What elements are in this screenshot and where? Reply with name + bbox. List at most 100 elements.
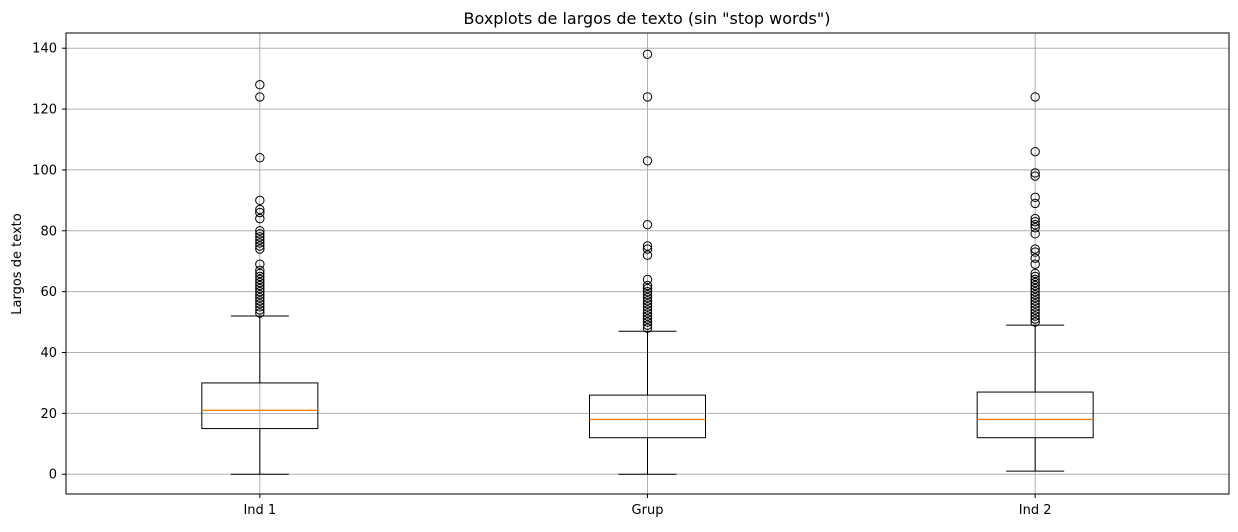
outlier-point: [642, 280, 653, 291]
outlier-point: [255, 305, 265, 315]
box-iqr: [976, 391, 1094, 439]
outlier-point: [1030, 268, 1040, 279]
outlier-point: [642, 305, 653, 315]
outlier-point: [642, 323, 653, 333]
outlier-point: [255, 271, 265, 282]
outlier-point: [642, 156, 653, 166]
box-iqr: [201, 382, 319, 430]
outlier-point: [255, 286, 265, 297]
outlier-point: [642, 250, 653, 260]
outlier-point: [642, 92, 653, 102]
outlier-point: [1030, 299, 1040, 309]
outlier-point: [1030, 171, 1040, 181]
outlier-point: [255, 283, 265, 294]
outlier-point: [642, 320, 653, 330]
outlier-point: [255, 229, 265, 239]
outlier-point: [255, 238, 265, 248]
outlier-point: [255, 204, 265, 215]
outlier-point: [255, 299, 265, 309]
outlier-point: [642, 317, 653, 327]
outlier-point: [1030, 286, 1040, 297]
outlier-point: [1030, 146, 1040, 157]
y-tick-label: 0: [49, 468, 57, 483]
outlier-point: [1030, 168, 1040, 178]
outlier-point: [255, 241, 265, 251]
y-tick-label: 140: [32, 42, 57, 57]
outlier-point: [255, 302, 265, 312]
outlier-point: [1030, 308, 1040, 318]
x-tick-label: Ind 1: [243, 503, 276, 518]
outlier-point: [642, 283, 653, 294]
outlier-point: [255, 195, 265, 206]
x-tick-label: Grup: [632, 503, 664, 518]
plot-frame: [65, 32, 1230, 495]
outlier-point: [1030, 192, 1040, 203]
outlier-point: [255, 213, 265, 224]
outlier-point: [255, 289, 265, 300]
outlier-point: [255, 280, 265, 291]
grid-lines: [66, 33, 1229, 494]
outlier-point: [255, 207, 265, 218]
y-tick-label: 80: [40, 224, 57, 239]
outlier-point: [255, 277, 265, 288]
box-layer: [201, 49, 1094, 475]
outlier-point: [642, 296, 653, 306]
x-tick-label: Ind 2: [1019, 503, 1052, 518]
outlier-point: [1030, 296, 1040, 306]
outlier-point: [1030, 317, 1040, 327]
outlier-point: [642, 308, 653, 318]
outlier-point: [1030, 198, 1040, 209]
y-tick-label: 40: [40, 346, 57, 361]
outlier-point: [255, 296, 265, 306]
y-tick-label: 20: [40, 407, 57, 422]
box-group-grup: [589, 49, 706, 475]
outlier-point: [1030, 213, 1040, 224]
outlier-point: [1030, 216, 1040, 227]
outlier-point: [1030, 92, 1040, 102]
outlier-point: [642, 314, 653, 324]
chart-title: Boxplots de largos de texto (sin "stop w…: [464, 9, 831, 28]
outlier-point: [255, 274, 265, 285]
axes: 0 20 40 60 80 100 120 140 Ind 1 Grup Ind 2: [32, 42, 1051, 518]
outlier-point: [1030, 271, 1040, 282]
outlier-point: [1030, 314, 1040, 324]
outlier-point: [255, 153, 265, 163]
outlier-point: [255, 92, 265, 102]
outlier-point: [1030, 305, 1040, 315]
outlier-point: [642, 274, 653, 285]
outlier-point: [642, 244, 653, 254]
outlier-point: [1030, 302, 1040, 312]
y-tick-label: 120: [32, 103, 57, 118]
outlier-point: [1030, 289, 1040, 300]
outlier-point: [255, 226, 265, 236]
y-axis-label: Largos de texto: [10, 213, 25, 314]
y-tick-label: 60: [40, 285, 57, 300]
outlier-point: [642, 302, 653, 312]
outlier-point: [642, 311, 653, 321]
outlier-point: [642, 293, 653, 303]
outlier-point: [1030, 259, 1040, 269]
box-group-ind-2: [976, 92, 1094, 472]
outlier-point: [1030, 280, 1040, 291]
y-tick-label: 100: [32, 163, 57, 178]
outlier-point: [1030, 253, 1040, 263]
outlier-point: [255, 265, 265, 276]
outlier-point: [642, 286, 653, 297]
outlier-point: [255, 80, 265, 90]
outlier-point: [642, 220, 653, 230]
outlier-point: [1030, 283, 1040, 294]
outlier-point: [1030, 311, 1040, 321]
outlier-point: [255, 244, 265, 254]
outlier-point: [1030, 277, 1040, 288]
outlier-point: [1030, 247, 1040, 257]
outlier-point: [255, 259, 265, 269]
outlier-point: [255, 268, 265, 279]
outlier-point: [255, 232, 265, 242]
outlier-point: [642, 49, 653, 60]
outlier-point: [255, 308, 265, 318]
outlier-point: [255, 293, 265, 303]
outlier-point: [642, 299, 653, 309]
outlier-point: [1030, 274, 1040, 285]
